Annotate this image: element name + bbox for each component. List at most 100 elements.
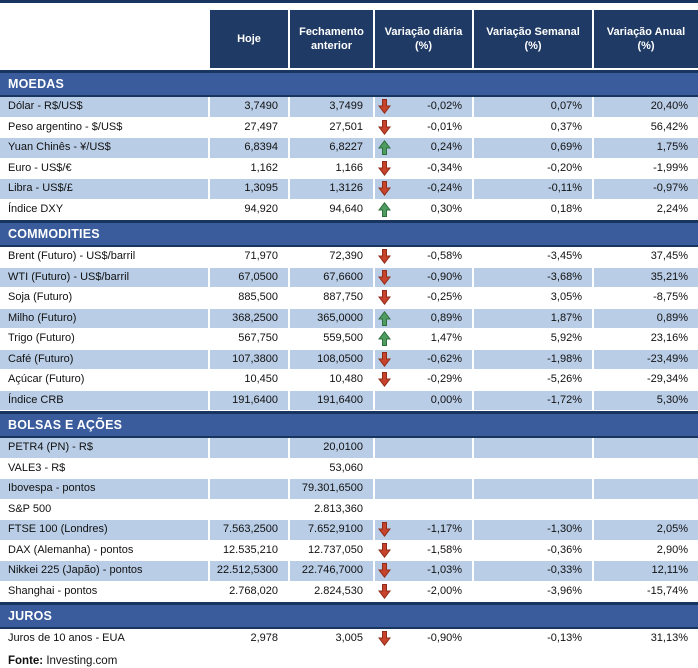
value-variacao-anual: -29,34%	[647, 373, 688, 385]
up-arrow-icon	[378, 310, 392, 326]
table-row: WTI (Futuro) - US$/barril 67,0500 67,660…	[0, 267, 698, 288]
value-variacao-semanal: -0,11%	[474, 179, 594, 199]
value-variacao-semanal: -1,30%	[474, 520, 594, 540]
section-header-band: BOLSAS E AÇÕES	[0, 411, 698, 438]
row-label: Libra - US$/£	[0, 179, 210, 199]
cell-variacao-diaria: 0,30%	[375, 199, 474, 219]
value-variacao-anual	[594, 479, 698, 499]
cell-variacao-diaria: 0,00%	[375, 390, 474, 410]
value-hoje: 12.535,210	[210, 540, 290, 560]
value-variacao-anual: 20,40%	[594, 97, 698, 117]
cell-variacao-diaria: -0,90%	[375, 629, 474, 649]
value-fechamento-anterior: 108,0500	[290, 349, 375, 369]
value-variacao-diaria: -0,90%	[427, 632, 462, 644]
cell-variacao-diaria: -0,02%	[375, 97, 474, 117]
value-hoje: 2.768,020	[210, 581, 290, 601]
row-label: Índice CRB	[0, 390, 210, 410]
down-arrow-icon	[378, 583, 392, 599]
row-label: Yuan Chinês - ¥/US$	[0, 138, 210, 158]
cell-variacao-diaria: -1,17%	[375, 520, 474, 540]
value-hoje	[210, 438, 290, 458]
value-fechamento-anterior: 7.652,9100	[290, 520, 375, 540]
down-arrow-icon	[378, 249, 392, 265]
value-variacao-anual: 0,89%	[594, 308, 698, 328]
row-label: Peso argentino - $/US$	[0, 117, 210, 137]
value-variacao-anual: -8,75%	[653, 291, 688, 303]
value-variacao-anual: 2,05%	[594, 520, 698, 540]
value-fechamento-anterior: 559,500	[290, 329, 375, 349]
value-fechamento-anterior: 10,480	[290, 370, 375, 390]
table-row: Nikkei 225 (Japão) - pontos 22.512,5300 …	[0, 561, 698, 582]
value-hoje: 10,450	[210, 370, 290, 390]
value-hoje: 67,0500	[210, 267, 290, 287]
cell-variacao-diaria: -0,58%	[375, 247, 474, 267]
value-hoje: 3,7490	[210, 97, 290, 117]
value-variacao-semanal	[474, 438, 594, 458]
value-variacao-semanal: 0,69%	[474, 138, 594, 158]
value-variacao-anual: 2,24%	[656, 202, 688, 215]
down-arrow-icon	[378, 351, 392, 367]
source-note: Fonte: Investing.com	[0, 650, 698, 668]
table-row: Índice DXY 94,920 94,640 0,30% 0,18% 2,2…	[0, 199, 698, 220]
table-row: Açúcar (Futuro) 10,450 10,480 -0,29% -5,…	[0, 370, 698, 391]
row-label: Milho (Futuro)	[0, 308, 210, 328]
value-variacao-anual: 12,11%	[594, 561, 698, 581]
value-variacao-diaria: -1,17%	[427, 523, 462, 535]
value-fechamento-anterior: 887,750	[290, 288, 375, 308]
section-header-band: MOEDAS	[0, 70, 698, 97]
value-variacao-diaria: 0,00%	[430, 393, 462, 406]
row-label: Dólar - R$/US$	[0, 97, 210, 117]
value-fechamento-anterior: 6,8227	[290, 138, 375, 158]
value-variacao-semanal: -3,96%	[474, 581, 594, 601]
row-label: WTI (Futuro) - US$/barril	[0, 267, 210, 287]
value-variacao-semanal: -3,68%	[474, 267, 594, 287]
value-fechamento-anterior: 53,060	[290, 458, 375, 478]
value-variacao-diaria: -2,00%	[427, 584, 462, 597]
table-body: MOEDAS Dólar - R$/US$ 3,7490 3,7499 -0,0…	[0, 70, 698, 650]
section-title: COMMODITIES	[8, 227, 100, 241]
table-row: Libra - US$/£ 1,3095 1,3126 -0,24% -0,11…	[0, 179, 698, 200]
value-variacao-semanal: -1,98%	[474, 349, 594, 369]
row-label: Ibovespa - pontos	[0, 479, 210, 499]
value-hoje: 1,162	[210, 158, 290, 178]
up-arrow-icon	[378, 201, 392, 217]
value-variacao-diaria: -0,29%	[427, 373, 462, 385]
table-row: Yuan Chinês - ¥/US$ 6,8394 6,8227 0,24% …	[0, 138, 698, 159]
row-label: S&P 500	[0, 499, 210, 519]
value-variacao-semanal	[474, 458, 594, 478]
cell-variacao-diaria: -0,25%	[375, 288, 474, 308]
row-label: Brent (Futuro) - US$/barril	[0, 247, 210, 267]
row-label: DAX (Alemanha) - pontos	[0, 540, 210, 560]
value-hoje: 71,970	[210, 247, 290, 267]
value-variacao-anual: 1,75%	[594, 138, 698, 158]
value-fechamento-anterior: 365,0000	[290, 308, 375, 328]
value-fechamento-anterior: 27,501	[290, 117, 375, 137]
value-variacao-semanal: -0,20%	[474, 158, 594, 178]
value-variacao-semanal: 1,87%	[474, 308, 594, 328]
cell-variacao-diaria: -0,62%	[375, 349, 474, 369]
trend-arrow	[378, 392, 392, 408]
value-fechamento-anterior: 72,390	[290, 247, 375, 267]
down-arrow-icon	[378, 99, 392, 115]
table-row: Peso argentino - $/US$ 27,497 27,501 -0,…	[0, 117, 698, 138]
value-hoje: 27,497	[210, 117, 290, 137]
up-arrow-icon	[378, 331, 392, 347]
table-row: PETR4 (PN) - R$ 20,0100	[0, 438, 698, 459]
cell-variacao-diaria: 0,89%	[375, 308, 474, 328]
source-value: Investing.com	[43, 654, 118, 667]
section-title: MOEDAS	[8, 77, 65, 91]
value-variacao-diaria: -0,02%	[427, 100, 462, 112]
value-variacao-anual: 31,13%	[650, 632, 688, 644]
value-hoje: 567,750	[210, 329, 290, 349]
value-variacao-anual: -0,97%	[594, 179, 698, 199]
cell-variacao-diaria: -1,58%	[375, 540, 474, 560]
trend-arrow	[378, 440, 392, 456]
column-header-variacao-diaria: Variação diária (%)	[375, 10, 474, 68]
cell-variacao-diaria: -1,03%	[375, 561, 474, 581]
table-row: FTSE 100 (Londres) 7.563,2500 7.652,9100…	[0, 520, 698, 541]
value-variacao-anual: 35,21%	[594, 267, 698, 287]
value-hoje: 191,6400	[210, 390, 290, 410]
table-row: Euro - US$/€ 1,162 1,166 -0,34% -0,20% -…	[0, 158, 698, 179]
value-variacao-anual	[594, 459, 698, 479]
value-hoje: 2,978	[210, 629, 290, 649]
